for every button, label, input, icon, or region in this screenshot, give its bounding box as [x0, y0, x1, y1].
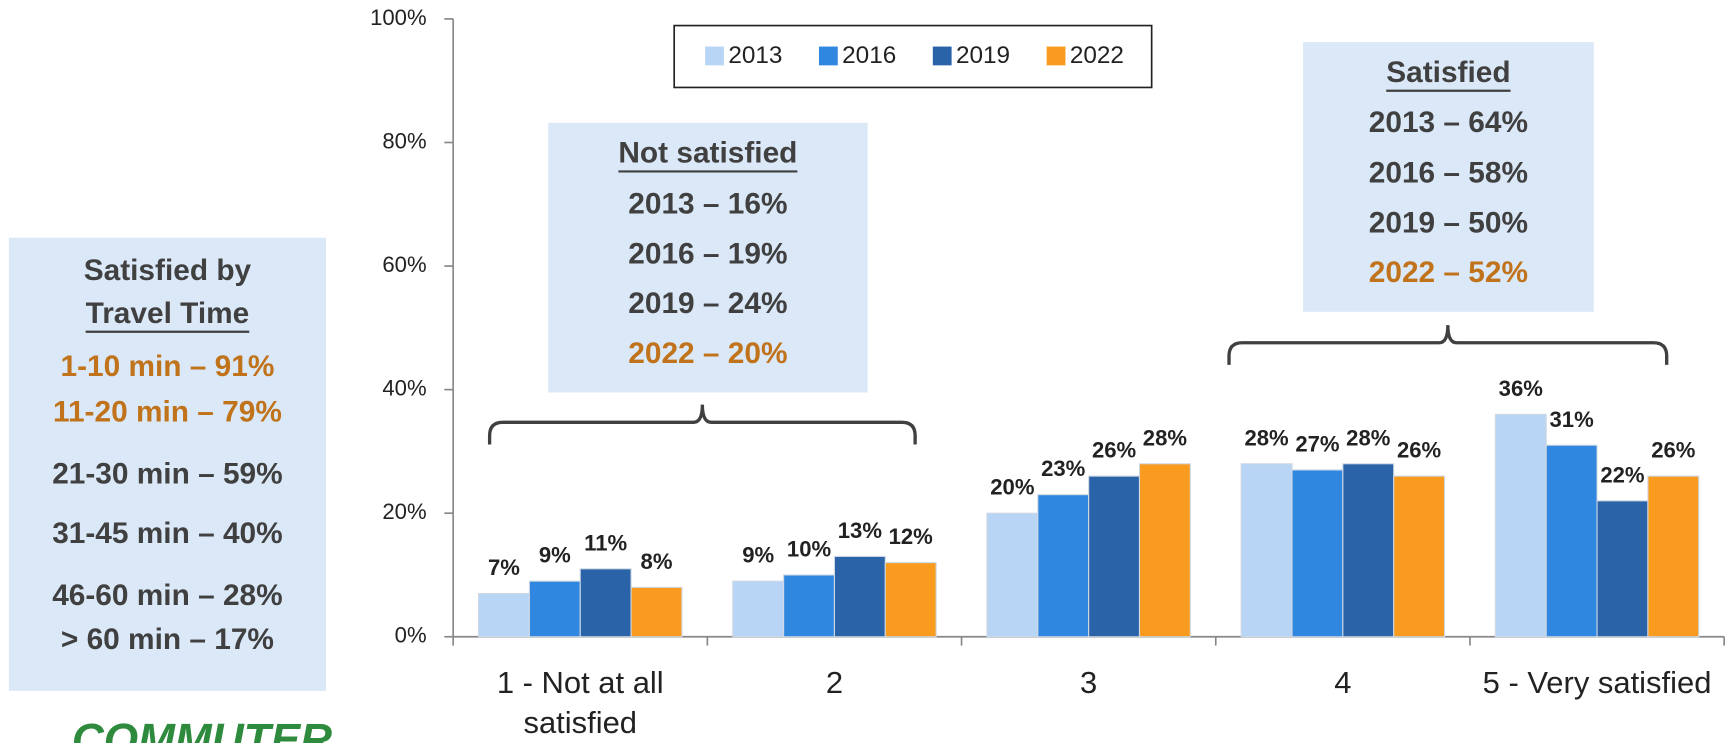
annotation-title: Not satisfied	[618, 137, 797, 170]
bar	[630, 586, 683, 638]
annotation-line: 2019 – 50%	[1369, 206, 1528, 239]
x-tick-label: 4	[1334, 665, 1352, 700]
data-label: 23%	[1041, 456, 1086, 481]
data-label: 10%	[787, 537, 832, 562]
data-label: 26%	[1397, 438, 1442, 463]
bar	[1494, 413, 1547, 638]
annotation-line: 21-30 min – 59%	[52, 457, 282, 490]
annotation-line: 2022 – 52%	[1369, 256, 1528, 289]
data-label: 13%	[838, 518, 883, 543]
bar	[1545, 444, 1598, 638]
data-label: 9%	[742, 543, 774, 568]
y-tick-label: 40%	[382, 375, 426, 400]
data-label: 7%	[488, 555, 520, 580]
annotation-line: 31-45 min – 40%	[52, 517, 282, 550]
bar	[1088, 475, 1141, 638]
annotation-line: 1-10 min – 91%	[60, 350, 274, 383]
annotation-box	[548, 122, 868, 393]
data-label: 26%	[1092, 438, 1137, 463]
annotation-box	[8, 237, 327, 691]
annotation-title: Travel Time	[86, 297, 250, 330]
y-tick-label: 100%	[370, 5, 427, 30]
data-label: 36%	[1499, 376, 1544, 401]
y-tick-label: 60%	[382, 252, 426, 277]
annotation-line: > 60 min – 17%	[61, 623, 274, 656]
legend-label: 2019	[956, 42, 1010, 69]
legend-swatch	[932, 46, 952, 66]
annotation-line: 2013 – 64%	[1369, 106, 1528, 139]
annotation-line: 2016 – 58%	[1369, 157, 1528, 190]
data-label: 22%	[1600, 462, 1645, 487]
bar	[478, 592, 530, 638]
data-label: 28%	[1346, 425, 1391, 450]
annotation-box	[1303, 42, 1594, 312]
data-label: 31%	[1550, 407, 1595, 432]
data-label: 26%	[1651, 438, 1696, 463]
data-label: 11%	[584, 530, 627, 555]
legend-label: 2013	[728, 42, 782, 69]
annotation-title: Satisfied	[1386, 56, 1510, 89]
x-tick-label: 1 - Not at all satisfied	[496, 665, 664, 740]
brace	[487, 404, 917, 445]
bar	[1596, 500, 1649, 638]
x-tick-label-box: 5 - Very satisfied	[1482, 665, 1712, 700]
bar	[1291, 469, 1344, 638]
data-label: 28%	[1143, 425, 1188, 450]
bar	[1647, 475, 1700, 638]
data-label: 12%	[889, 524, 934, 549]
annotation-line: 2016 – 19%	[628, 237, 787, 270]
bar	[528, 580, 581, 638]
logo: COMMUTER	[72, 716, 332, 743]
bar	[1138, 463, 1191, 638]
x-tick-label: 3	[1080, 665, 1098, 700]
annotation-title: Satisfied by	[84, 254, 252, 287]
annotation-line: 2022 – 20%	[628, 337, 787, 370]
y-tick-label: 20%	[382, 499, 426, 524]
legend-swatch	[705, 46, 724, 66]
x-tick-label-box: 3	[1080, 665, 1098, 700]
x-tick-label: 2	[825, 665, 844, 700]
y-tick-label: 80%	[382, 128, 426, 153]
bar	[1037, 494, 1090, 638]
y-tick-label: 0%	[395, 623, 427, 648]
x-tick-label-box: 1 - Not at all satisfied	[496, 665, 664, 740]
annotation-line: 11-20 min – 79%	[53, 395, 282, 428]
data-label: 28%	[1244, 425, 1289, 450]
legend-swatch	[818, 46, 838, 66]
bar	[579, 568, 632, 638]
data-label: 9%	[539, 543, 571, 568]
data-label: 27%	[1295, 431, 1340, 456]
bar	[732, 580, 785, 638]
bar	[884, 562, 937, 638]
legend-label: 2022	[1070, 42, 1124, 69]
annotation-line: 2013 – 16%	[628, 188, 787, 221]
annotation-line: 46-60 min – 28%	[52, 579, 282, 612]
x-tick-label-box: 4	[1334, 665, 1352, 700]
bar	[833, 555, 886, 638]
legend-label: 2016	[842, 42, 896, 69]
legend-swatch	[1046, 46, 1066, 66]
data-label: 8%	[641, 549, 673, 574]
x-tick-label: 5 - Very satisfied	[1482, 665, 1712, 700]
legend-box	[673, 24, 1153, 89]
data-label: 20%	[990, 475, 1035, 500]
bar	[1393, 475, 1446, 638]
bar	[783, 574, 836, 638]
annotation-line: 2019 – 24%	[628, 287, 787, 320]
x-tick-label-box: 2	[825, 665, 844, 700]
bar	[1240, 463, 1293, 638]
brace	[1227, 325, 1669, 365]
bar	[1342, 463, 1395, 638]
bar	[986, 512, 1039, 638]
